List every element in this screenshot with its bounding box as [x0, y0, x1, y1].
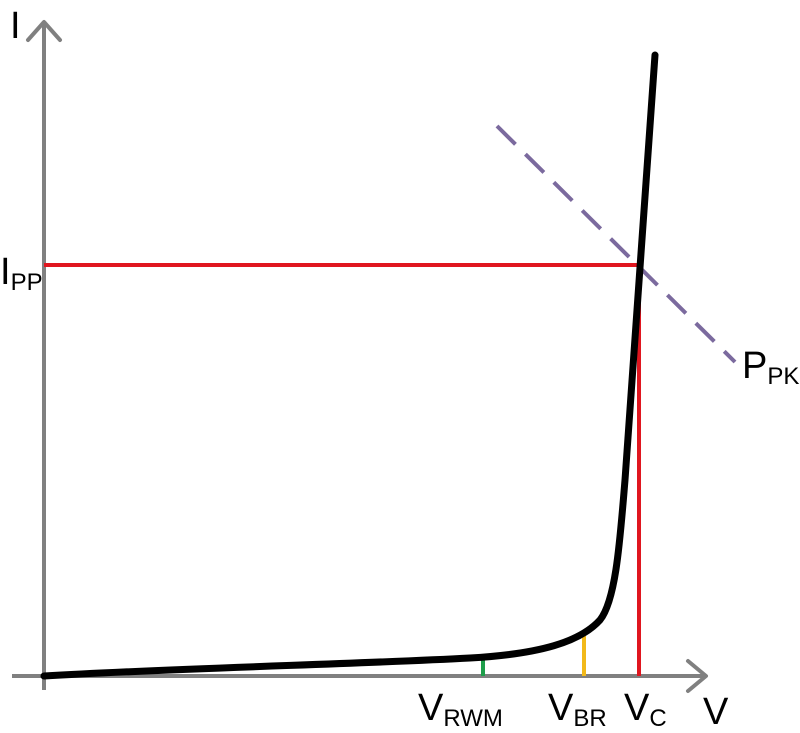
y-axis-label: I	[10, 5, 21, 47]
ppk-label-sub: PK	[767, 363, 799, 390]
vbr-label-main: V	[548, 687, 574, 729]
iv-curve	[40, 51, 659, 680]
x-axis	[12, 659, 708, 693]
vrwm-label: VRWM	[418, 687, 503, 732]
vbr-label-sub: BR	[573, 705, 606, 732]
x-axis-label: V	[703, 691, 729, 733]
ppk-label-main: P	[742, 345, 767, 387]
ipp-label: IPP	[0, 251, 43, 296]
ipp-label-main: I	[0, 251, 11, 293]
ppk-dashed-line	[495, 124, 737, 364]
ppk-label: PPK	[742, 345, 799, 390]
vbr-label: VBR	[548, 687, 607, 732]
vc-label-main: V	[624, 687, 650, 729]
x-axis-arrowhead	[686, 659, 708, 693]
y-axis	[26, 20, 62, 690]
ipp-label-sub: PP	[11, 269, 43, 296]
y-axis-arrowhead	[26, 20, 62, 42]
vc-label: VC	[624, 687, 667, 732]
vrwm-label-sub: RWM	[443, 705, 503, 732]
vc-label-sub: C	[649, 705, 666, 732]
vrwm-label-main: V	[418, 687, 444, 729]
